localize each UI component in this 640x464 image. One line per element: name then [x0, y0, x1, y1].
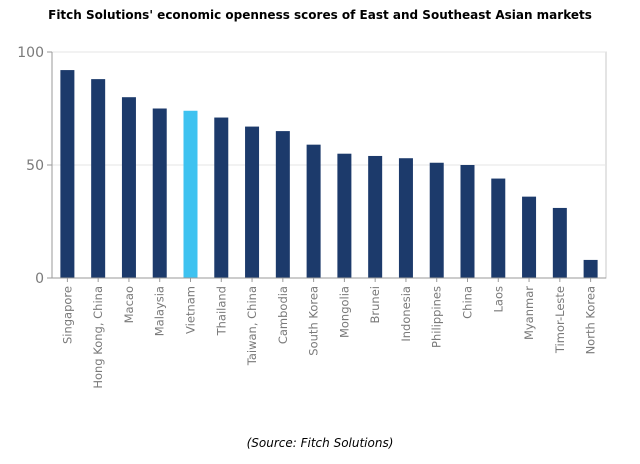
bar	[368, 155, 383, 278]
x-tick-label: Thailand	[214, 286, 228, 336]
bar	[306, 144, 321, 278]
x-tick-label: Timor-Leste	[553, 286, 567, 354]
x-tick-label: Cambodia	[276, 286, 290, 344]
x-tick-label: China	[461, 286, 475, 319]
bar	[460, 165, 475, 278]
bar-chart: 0 50 100 Singapore Hong Kong, China Macao Mal…	[17, 45, 607, 389]
x-tick-label: Singapore	[60, 286, 74, 344]
x-tick-label: Macao	[122, 286, 136, 323]
x-tick-label: South Korea	[307, 286, 321, 356]
x-axis: Singapore Hong Kong, China Macao Malaysia Vi…	[52, 277, 606, 389]
x-tick-label: Indonesia	[399, 286, 413, 342]
bar	[152, 108, 167, 278]
bar	[398, 158, 413, 278]
x-tick-label: Vietnam	[184, 286, 198, 334]
x-tick-label: Mongolia	[337, 286, 351, 338]
bar	[583, 259, 598, 278]
x-tick-label: Hong Kong, China	[91, 286, 105, 389]
bar	[337, 153, 352, 278]
bar	[245, 126, 260, 278]
y-tick-label: 100	[17, 45, 44, 61]
bar	[214, 117, 229, 278]
x-tick-label: Taiwan, China	[245, 286, 259, 366]
bar	[183, 110, 198, 278]
y-axis: 0 50 100	[17, 45, 53, 287]
x-tick-label: Myanmar	[522, 286, 536, 340]
bar	[429, 162, 444, 278]
bar	[60, 70, 75, 278]
bar	[552, 207, 567, 278]
source-note: (Source: Fitch Solutions)	[246, 436, 394, 450]
x-tick-label: Laos	[491, 286, 505, 312]
x-tick-label: Malaysia	[153, 286, 167, 336]
bar	[121, 97, 136, 278]
y-tick-label: 50	[26, 158, 44, 174]
x-tick-label: Philippines	[430, 286, 444, 348]
x-tick-label: North Korea	[584, 286, 598, 354]
x-tick-label: Brunei	[368, 286, 382, 323]
bar	[522, 196, 537, 278]
chart-title: Fitch Solutions' economic openness score…	[48, 8, 592, 22]
bar	[275, 131, 290, 278]
bars	[60, 70, 598, 278]
bar	[491, 178, 506, 278]
bar	[91, 79, 106, 278]
gridlines	[52, 51, 606, 166]
y-tick-label: 0	[35, 271, 44, 287]
